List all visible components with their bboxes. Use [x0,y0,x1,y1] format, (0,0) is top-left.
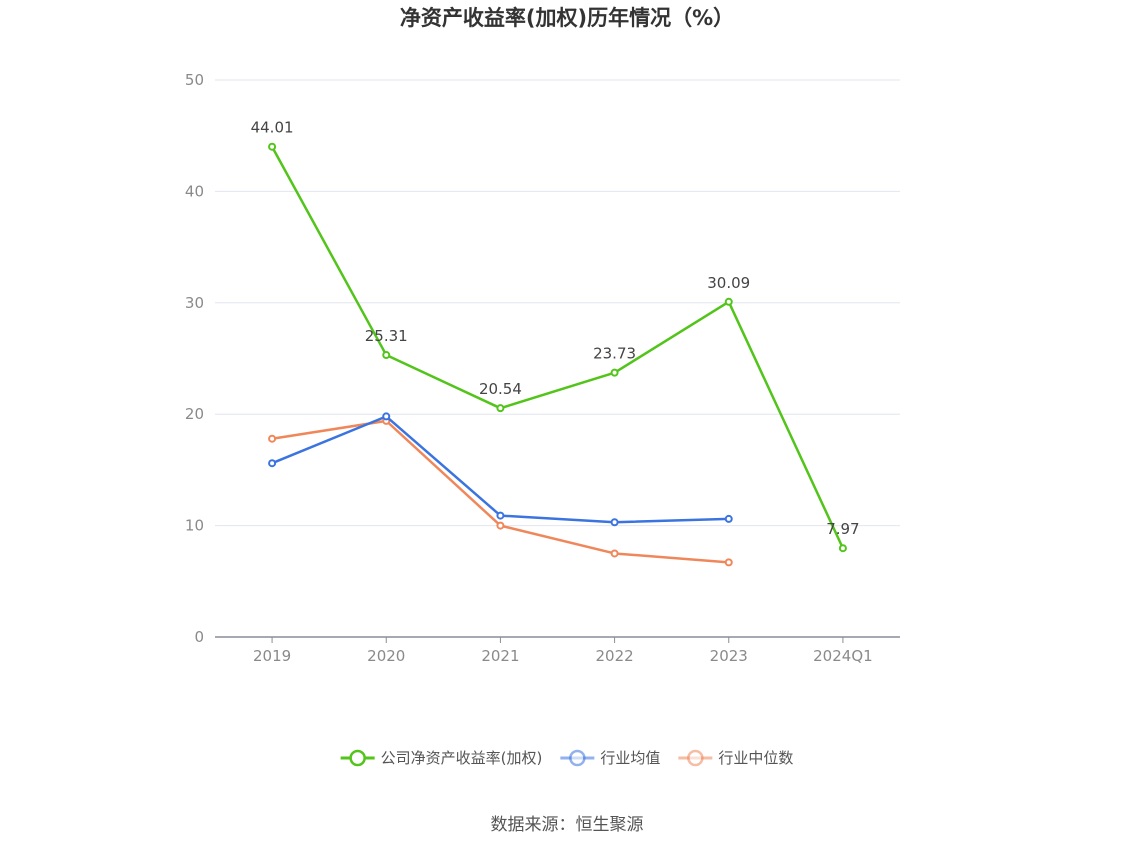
y-tick-label: 30 [185,294,204,312]
y-tick-label: 40 [185,182,204,200]
data-point[interactable] [382,351,391,360]
data-point[interactable] [724,514,733,523]
y-tick-label: 20 [185,405,204,423]
legend-marker-icon [349,749,366,767]
series-1 [268,412,733,527]
data-point[interactable] [268,142,277,151]
x-tick-label: 2019 [253,647,291,665]
data-label: 44.01 [251,119,294,137]
legend-marker-icon [687,749,704,767]
legend-item-0[interactable]: 公司净资产收益率(加权) [340,749,543,767]
y-axis: 0 10 20 30 40 50 [185,71,204,646]
x-tick-label: 2024Q1 [813,647,873,665]
data-point[interactable] [268,459,277,468]
data-point[interactable] [610,368,619,377]
data-point[interactable] [382,412,391,421]
data-point[interactable] [496,404,505,413]
x-tick-label: 2021 [481,647,519,665]
x-axis: 2019 2020 2021 2022 2023 2024Q1 [215,636,900,665]
legend-label: 公司净资产收益率(加权) [381,749,543,767]
data-point[interactable] [724,297,733,306]
x-tick-label: 2023 [710,647,748,665]
data-point[interactable] [724,558,733,567]
y-tick-label: 0 [194,628,204,646]
data-label: 23.73 [593,345,636,363]
series-0: 44.01 25.31 20.54 23.73 30.09 7.97 [251,119,860,553]
data-source: 数据来源：恒生聚源 [491,815,644,835]
legend[interactable]: 公司净资产收益率(加权) 行业均值 行业中位数 [340,749,794,767]
data-point[interactable] [610,549,619,558]
data-point[interactable] [838,544,847,553]
data-point[interactable] [496,521,505,530]
legend-item-2[interactable]: 行业中位数 [678,749,793,767]
data-label: 30.09 [707,274,750,292]
series-2 [268,416,733,567]
legend-label: 行业均值 [600,749,660,767]
data-label: 7.97 [826,520,859,538]
grid [215,79,900,527]
x-tick-label: 2020 [367,647,405,665]
series-line [271,415,729,524]
y-tick-label: 10 [185,517,204,535]
data-point[interactable] [610,518,619,527]
data-label: 25.31 [365,327,408,345]
data-point[interactable] [268,434,277,443]
series-line [270,146,845,549]
data-point[interactable] [496,511,505,520]
series-line [271,419,729,564]
data-label: 20.54 [479,380,522,398]
x-tick-label: 2022 [595,647,633,665]
legend-item-1[interactable]: 行业均值 [560,749,660,767]
legend-marker-icon [569,749,586,767]
legend-label: 行业中位数 [718,749,793,767]
y-tick-label: 50 [185,71,204,89]
chart-title: 净资产收益率(加权)历年情况（%） [400,6,734,30]
series-group: 44.01 25.31 20.54 23.73 30.09 7.97 [251,119,860,567]
